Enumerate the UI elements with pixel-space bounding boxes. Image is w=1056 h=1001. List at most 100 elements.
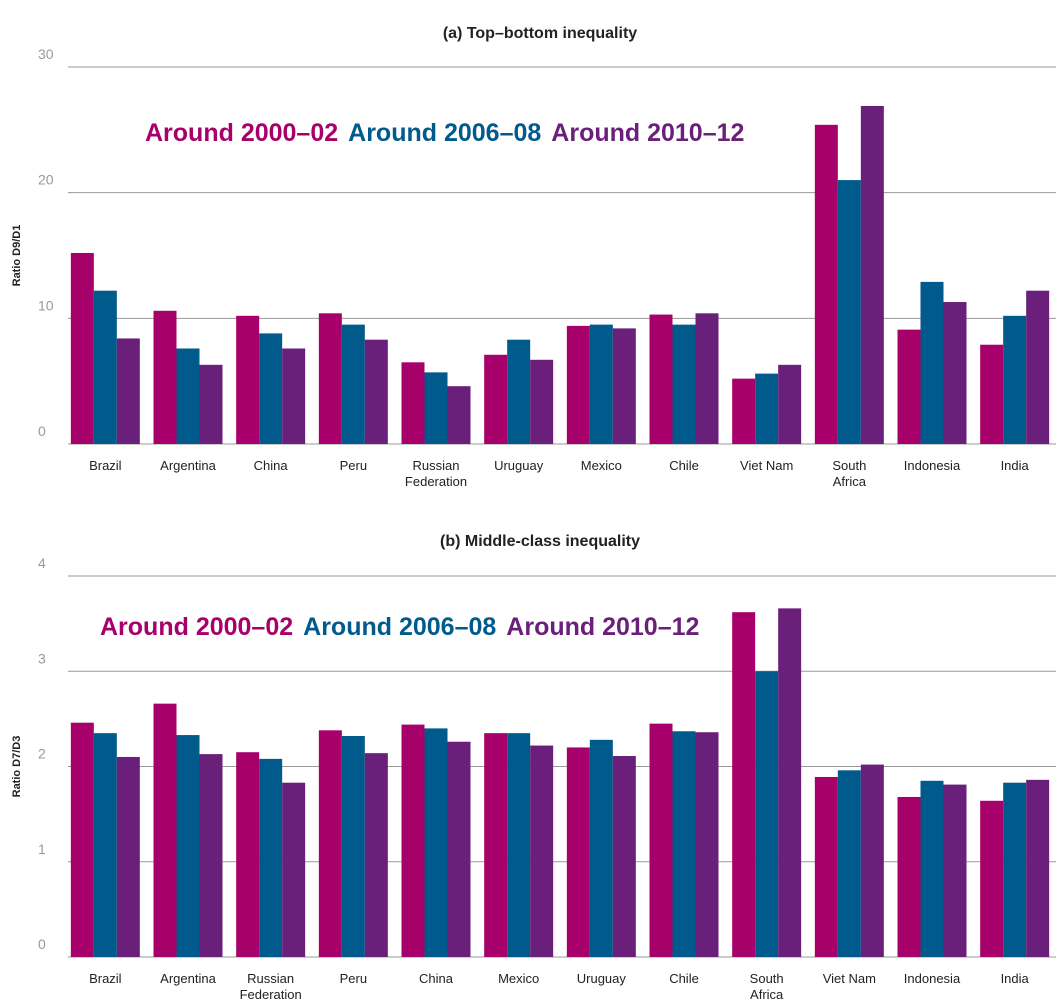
bar (943, 301, 967, 444)
legend-entry: Around 2000–02 (145, 119, 338, 147)
bar (447, 386, 471, 444)
bar (318, 313, 342, 444)
x-tick-label: China (254, 458, 289, 473)
bar (778, 608, 802, 957)
x-tick-label: Indonesia (904, 971, 961, 986)
bar (755, 671, 779, 957)
bar (649, 723, 673, 957)
chart-title: (a) Top–bottom inequality (443, 25, 637, 42)
bar (695, 313, 719, 444)
bar (199, 364, 223, 444)
bar (153, 310, 177, 444)
bar (93, 733, 117, 957)
x-tick-label: Brazil (89, 971, 122, 986)
y-tick-label: 3 (38, 650, 46, 666)
y-axis-label: Ratio D9/D1 (11, 225, 23, 287)
bar (897, 329, 921, 444)
bar (566, 747, 590, 957)
legend-entry: Around 2010–12 (551, 119, 744, 147)
x-tick-label: India (1001, 971, 1030, 986)
bar (649, 314, 673, 444)
x-tick-label: Uruguay (577, 971, 627, 986)
bar (364, 339, 388, 444)
bar (199, 754, 223, 957)
legend-entry: Around 2010–12 (506, 613, 699, 641)
bar (732, 378, 756, 444)
x-tick-label: Argentina (160, 971, 216, 986)
bar (484, 354, 508, 444)
bar (530, 359, 554, 444)
y-tick-label: 0 (38, 936, 46, 952)
bar (401, 724, 425, 957)
x-tick-label: India (1001, 458, 1030, 473)
bar (318, 730, 342, 957)
y-tick-label: 2 (38, 746, 46, 762)
x-tick-label: Viet Nam (823, 971, 876, 986)
bar (364, 753, 388, 957)
bar (507, 339, 531, 444)
bar (282, 348, 306, 444)
legend-entry: Around 2000–02 (100, 613, 293, 641)
bar (282, 782, 306, 957)
bar (695, 732, 719, 957)
x-tick-label: Mexico (581, 458, 622, 473)
bar (920, 780, 944, 957)
y-tick-label: 20 (38, 172, 54, 188)
bar (116, 756, 140, 957)
bar (860, 105, 884, 444)
y-axis-label: Ratio D7/D3 (11, 736, 23, 798)
bar (980, 800, 1004, 957)
legend-entry: Around 2006–08 (303, 613, 496, 641)
bar (943, 784, 967, 957)
bar (837, 180, 861, 444)
bar (672, 731, 696, 957)
y-tick-label: 0 (38, 423, 46, 439)
x-tick-label: Viet Nam (740, 458, 793, 473)
bar (755, 373, 779, 444)
x-tick-label: Indonesia (904, 458, 961, 473)
bar (612, 756, 636, 957)
bar (424, 372, 448, 444)
x-tick-label: China (419, 971, 454, 986)
bar (897, 796, 921, 957)
bar (401, 362, 425, 444)
x-tick-label: Uruguay (494, 458, 544, 473)
x-tick-label: South Africa (750, 971, 784, 1001)
y-tick-label: 1 (38, 841, 46, 857)
x-tick-label: Peru (340, 458, 367, 473)
bar (70, 252, 94, 444)
bar (1026, 779, 1050, 957)
bar (566, 325, 590, 444)
y-tick-label: 30 (38, 46, 54, 62)
y-tick-label: 10 (38, 297, 54, 313)
bar (860, 764, 884, 957)
bar (341, 736, 365, 957)
x-tick-label: Chile (669, 458, 699, 473)
bar (93, 290, 117, 444)
bar (447, 741, 471, 957)
bar (484, 733, 508, 957)
bar (837, 770, 861, 957)
bar (589, 739, 613, 957)
bar (259, 333, 283, 444)
bar (507, 733, 531, 957)
bar (920, 281, 944, 444)
chart-title: (b) Middle-class inequality (440, 533, 640, 550)
bar (424, 728, 448, 957)
bar (341, 324, 365, 444)
bar (672, 324, 696, 444)
bar (778, 364, 802, 444)
bar (1003, 782, 1027, 957)
bar (814, 124, 838, 444)
x-tick-label: Argentina (160, 458, 216, 473)
x-tick-label: Brazil (89, 458, 122, 473)
bar (70, 722, 94, 957)
bar (236, 752, 260, 957)
bar (1003, 315, 1027, 444)
bar (236, 315, 260, 444)
x-tick-label: Russian Federation (240, 971, 302, 1001)
x-tick-label: Peru (340, 971, 367, 986)
bar (153, 703, 177, 957)
bar (259, 758, 283, 957)
